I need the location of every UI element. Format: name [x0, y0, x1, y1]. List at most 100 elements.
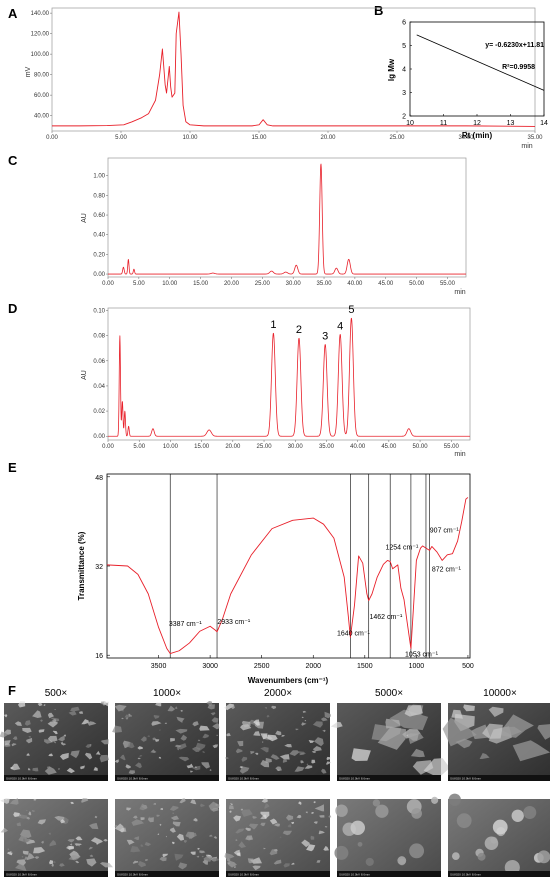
sem-particle: [289, 750, 300, 756]
sem-particle: [152, 737, 157, 741]
sem-info-bar: [226, 775, 330, 781]
sem-particle: [139, 755, 143, 757]
sem-particle: [199, 850, 206, 854]
sem-particle: [159, 856, 167, 862]
sem-particle: [100, 862, 113, 868]
sem-particle: [241, 720, 251, 728]
sem-info-bar: [115, 775, 219, 781]
sem-particle: [190, 851, 196, 855]
panel-letter-e: E: [8, 460, 17, 475]
sem-particle: [248, 823, 259, 830]
x-tick-label: 20.00: [225, 444, 241, 450]
x-tick-label: 15.00: [194, 444, 210, 450]
sem-particle: [174, 744, 181, 748]
peak-annotation: 1053 cm⁻¹: [405, 651, 439, 658]
y-axis-label: AU: [81, 370, 88, 380]
sem-particle: [212, 723, 220, 730]
sem-info-text: SU8020 10.0kV 8.6mm: [6, 873, 38, 877]
sem-particle: [410, 748, 425, 758]
sem-particle: [330, 721, 343, 728]
sem-particle: [78, 845, 81, 847]
sem-particle: [157, 833, 160, 835]
y-tick-label: 0.02: [93, 409, 105, 415]
sem-particle: [81, 798, 89, 803]
sem-particle: [0, 798, 10, 804]
x-tick-label: 10: [406, 120, 414, 127]
sem-particle: [121, 717, 124, 720]
sem-particle: [94, 815, 98, 819]
sem-info-bar: [448, 775, 550, 781]
sem-particle: [255, 861, 259, 864]
sem-particle: [89, 744, 92, 746]
sem-particle: [291, 862, 295, 865]
sem-particle: [279, 754, 290, 760]
sem-particle: [90, 837, 103, 844]
sem-particle: [14, 721, 22, 726]
sem-particle: [22, 727, 32, 733]
y-tick-label: 0.80: [93, 193, 105, 199]
sem-magnification-label: 500×: [45, 688, 68, 699]
y-tick-label: 16: [95, 653, 103, 660]
sem-particle: [136, 861, 138, 863]
sem-particle: [298, 801, 302, 805]
sem-particle: [70, 706, 80, 712]
sem-particle: [193, 818, 198, 822]
sem-particle: [172, 821, 181, 827]
sem-particle: [448, 793, 461, 806]
sem-particle: [213, 836, 217, 839]
sem-particle: [24, 720, 31, 726]
sem-particle: [147, 735, 150, 737]
sem-particle: [126, 807, 132, 811]
sem-image-background: [337, 799, 441, 877]
sem-particle: [228, 860, 237, 868]
sem-particle: [179, 797, 186, 804]
x-tick-label: 55.00: [444, 444, 460, 450]
sem-particle: [264, 803, 270, 810]
sem-particle: [281, 734, 285, 737]
sem-particle: [176, 743, 187, 750]
sem-particle: [191, 765, 201, 771]
sem-particle: [135, 762, 142, 769]
sem-particle: [492, 819, 508, 835]
sem-particle: [300, 752, 305, 755]
sem-particle: [58, 768, 60, 770]
sem-particle: [320, 717, 328, 722]
sem-particle: [229, 810, 232, 813]
sem-particle: [154, 739, 160, 742]
sem-particle: [308, 740, 315, 743]
sem-particle: [16, 859, 26, 866]
y-tick-label: 140.00: [31, 11, 50, 17]
sem-particle: [80, 765, 85, 770]
sem-particle: [158, 756, 162, 759]
sem-particle: [253, 719, 260, 726]
sem-info-text: SU8020 10.0kV 8.6mm: [339, 777, 371, 781]
sem-particle: [68, 855, 81, 861]
panel-letter-b: B: [374, 3, 383, 18]
sem-particle: [318, 830, 325, 835]
sem-particle: [47, 712, 54, 719]
sem-particle: [79, 711, 84, 714]
sem-particle: [145, 859, 148, 861]
sem-info-bar: [226, 871, 330, 877]
sem-particle: [294, 766, 305, 772]
y-tick-label: 120.00: [31, 32, 50, 38]
sem-particle: [326, 761, 332, 765]
sem-particle: [302, 710, 307, 713]
sem-particle: [86, 858, 97, 867]
sem-particle: [328, 815, 332, 818]
sem-particle: [197, 739, 201, 742]
sem-particle: [479, 753, 490, 759]
sem-info-bar: [337, 775, 441, 781]
sem-particle: [178, 862, 188, 870]
sem-particle: [49, 840, 57, 847]
sem-particle: [23, 838, 30, 844]
sem-particle: [63, 734, 66, 737]
sem-particle: [169, 805, 179, 811]
sem-particle: [245, 835, 253, 841]
sem-particle: [26, 753, 30, 756]
sem-particle: [442, 717, 477, 747]
series-line-e: [106, 497, 469, 654]
sem-particle: [138, 860, 147, 868]
sem-particle: [169, 827, 176, 833]
sem-particle: [301, 722, 307, 726]
